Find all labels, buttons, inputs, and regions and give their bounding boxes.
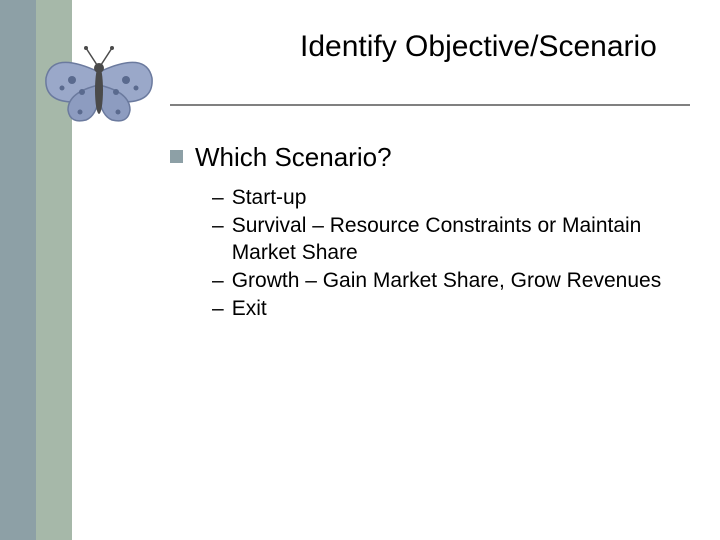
list-item-text: Growth – Gain Market Share, Grow Revenue…: [232, 268, 662, 294]
list-item-text: Start-up: [232, 185, 307, 211]
dash-bullet-icon: –: [212, 185, 224, 211]
slide-title-wrap: Identify Objective/Scenario: [300, 30, 680, 71]
list-item: – Growth – Gain Market Share, Grow Reven…: [212, 268, 680, 294]
list-item: – Survival – Resource Constraints or Mai…: [212, 213, 680, 266]
list-item-text: Survival – Resource Constraints or Maint…: [232, 213, 680, 266]
content-area: Which Scenario? – Start-up – Survival – …: [170, 130, 680, 324]
list-item: – Exit: [212, 296, 680, 322]
dash-bullet-icon: –: [212, 268, 224, 294]
stripe-left: [0, 0, 36, 540]
level1-text: Which Scenario?: [195, 142, 392, 173]
list-item: – Start-up: [212, 185, 680, 211]
dash-bullet-icon: –: [212, 213, 224, 239]
square-bullet-icon: [170, 150, 183, 163]
level2-list: – Start-up – Survival – Resource Constra…: [212, 185, 680, 322]
list-item-text: Exit: [232, 296, 267, 322]
title-underline: [170, 104, 690, 106]
butterfly-icon: [34, 30, 164, 130]
slide-title: Identify Objective/Scenario: [300, 30, 680, 71]
dash-bullet-icon: –: [212, 296, 224, 322]
level1-item: Which Scenario?: [170, 142, 680, 173]
